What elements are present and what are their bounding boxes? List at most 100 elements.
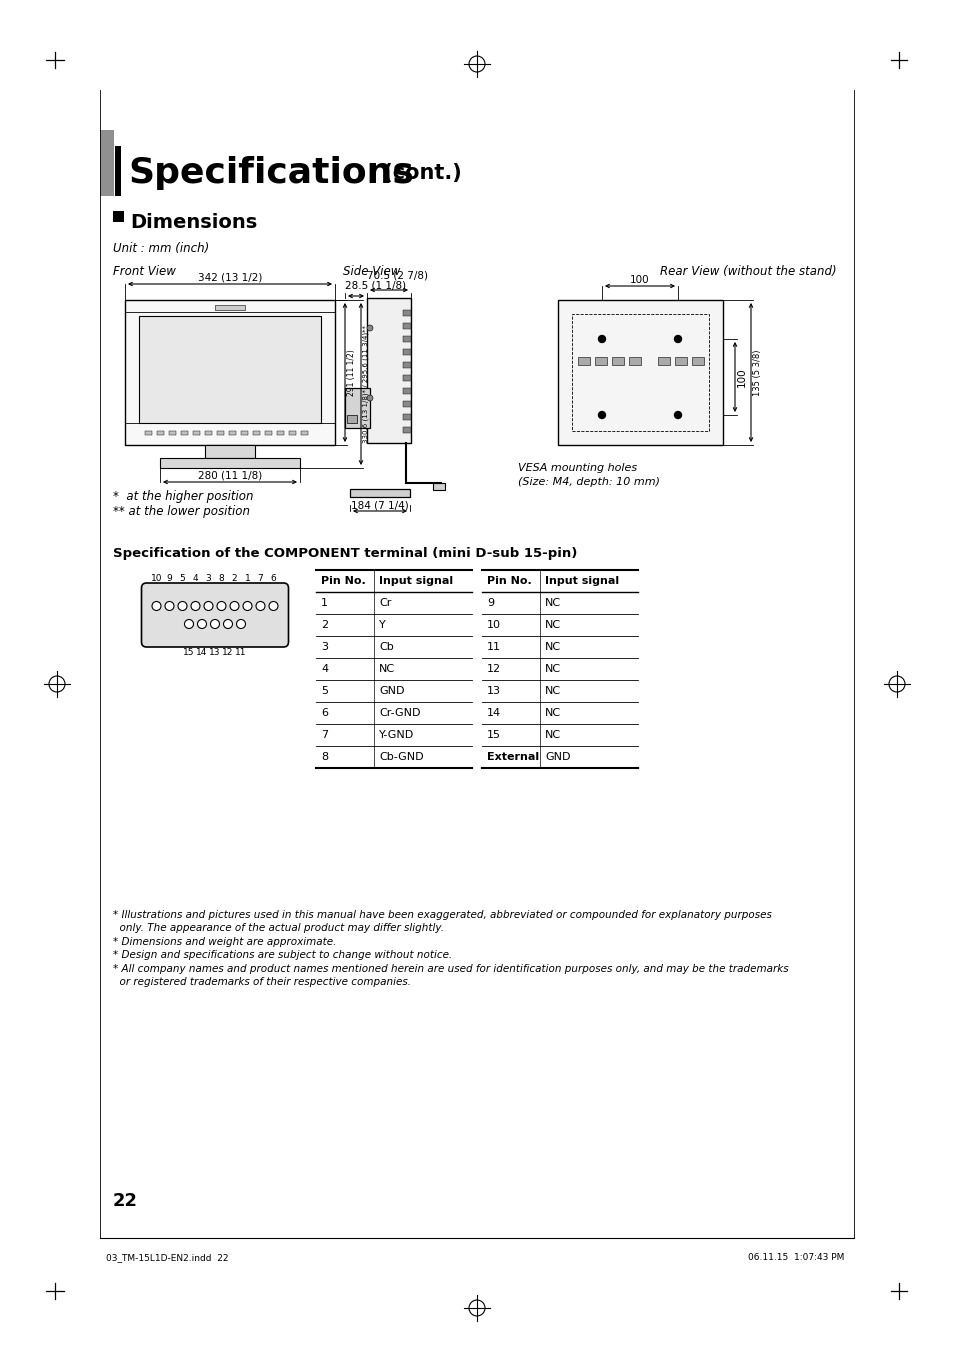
Bar — [112, 211, 124, 222]
Bar — [115, 146, 121, 196]
Bar — [241, 431, 248, 435]
Circle shape — [223, 620, 233, 628]
Text: 3: 3 — [320, 642, 328, 653]
Text: 5: 5 — [320, 686, 328, 696]
Text: 7: 7 — [257, 574, 263, 584]
Bar — [402, 376, 411, 381]
Text: 15: 15 — [183, 648, 194, 657]
Circle shape — [598, 412, 605, 419]
Bar — [628, 357, 640, 365]
Text: Dimensions: Dimensions — [130, 213, 257, 232]
Text: 135 (5 3/8): 135 (5 3/8) — [752, 350, 761, 396]
Text: Side View: Side View — [343, 265, 400, 278]
Text: 8: 8 — [320, 753, 328, 762]
Bar — [612, 357, 623, 365]
Text: Cr-GND: Cr-GND — [378, 708, 420, 717]
Text: 100: 100 — [630, 276, 649, 285]
Text: Y-GND: Y-GND — [378, 730, 414, 740]
Text: 184 (7 1/4): 184 (7 1/4) — [351, 500, 409, 509]
Circle shape — [191, 601, 200, 611]
Text: 4: 4 — [193, 574, 198, 584]
Text: 10: 10 — [151, 574, 162, 584]
Text: only. The appearance of the actual product may differ slightly.: only. The appearance of the actual produ… — [112, 923, 443, 934]
Circle shape — [255, 601, 265, 611]
Text: * Dimensions and weight are approximate.: * Dimensions and weight are approximate. — [112, 938, 336, 947]
Text: Specifications: Specifications — [128, 155, 414, 190]
Text: 280 (11 1/8): 280 (11 1/8) — [197, 471, 262, 481]
Text: 7: 7 — [320, 730, 328, 740]
Bar — [433, 484, 444, 490]
Text: 03_TM-15L1D-EN2.indd  22: 03_TM-15L1D-EN2.indd 22 — [106, 1252, 229, 1262]
Text: 100: 100 — [737, 367, 746, 386]
Text: Cr: Cr — [378, 598, 391, 608]
Text: * Illustrations and pictures used in this manual have been exaggerated, abbrevia: * Illustrations and pictures used in thi… — [112, 911, 771, 920]
Text: VESA mounting holes: VESA mounting holes — [517, 463, 637, 473]
Text: (Size: M4, depth: 10 mm): (Size: M4, depth: 10 mm) — [517, 477, 659, 486]
Bar — [214, 305, 245, 309]
Text: 330.6 (13 1/8)* / 295.6 (11 3/4)**: 330.6 (13 1/8)* / 295.6 (11 3/4)** — [363, 326, 369, 443]
Text: 06.11.15  1:07:43 PM: 06.11.15 1:07:43 PM — [747, 1252, 843, 1262]
Bar — [160, 458, 299, 467]
Bar — [205, 431, 212, 435]
Text: Unit : mm (inch): Unit : mm (inch) — [112, 242, 209, 255]
Bar — [367, 299, 411, 443]
Text: 4: 4 — [320, 663, 328, 674]
Bar — [558, 300, 722, 444]
Text: 14: 14 — [196, 648, 208, 657]
Circle shape — [674, 412, 680, 419]
Text: External: External — [486, 753, 538, 762]
Circle shape — [674, 335, 680, 343]
Circle shape — [598, 335, 605, 343]
Text: NC: NC — [544, 620, 560, 630]
Text: Pin No.: Pin No. — [486, 576, 531, 586]
Text: Rear View (without the stand): Rear View (without the stand) — [659, 265, 836, 278]
Bar — [578, 357, 589, 365]
Circle shape — [165, 601, 173, 611]
Text: 70.5 (2 7/8): 70.5 (2 7/8) — [367, 270, 428, 280]
Bar — [301, 431, 308, 435]
Circle shape — [243, 601, 252, 611]
Text: 1: 1 — [320, 598, 328, 608]
Text: 12: 12 — [222, 648, 233, 657]
Circle shape — [230, 601, 239, 611]
Text: GND: GND — [544, 753, 570, 762]
Text: 1: 1 — [244, 574, 250, 584]
Bar — [139, 316, 320, 423]
Circle shape — [178, 601, 187, 611]
Bar — [675, 357, 686, 365]
Circle shape — [367, 394, 373, 401]
Text: NC: NC — [544, 598, 560, 608]
Bar — [100, 130, 113, 196]
Text: 11: 11 — [486, 642, 500, 653]
Bar — [402, 413, 411, 420]
Bar — [345, 388, 370, 428]
Text: 10: 10 — [486, 620, 500, 630]
Text: NC: NC — [544, 642, 560, 653]
Bar — [276, 431, 284, 435]
Bar — [691, 357, 703, 365]
Text: Specification of the COMPONENT terminal (mini D-sub 15-pin): Specification of the COMPONENT terminal … — [112, 547, 577, 561]
Text: ** at the lower position: ** at the lower position — [112, 505, 250, 517]
Text: 2: 2 — [320, 620, 328, 630]
Bar — [181, 431, 188, 435]
Text: Front View: Front View — [112, 265, 175, 278]
Text: Cb: Cb — [378, 642, 394, 653]
Bar — [216, 431, 224, 435]
Text: 28.5 (1 1/8): 28.5 (1 1/8) — [345, 281, 406, 290]
Bar — [402, 309, 411, 316]
Circle shape — [152, 601, 161, 611]
Bar — [402, 427, 411, 434]
Bar — [402, 401, 411, 407]
Text: 342 (13 1/2): 342 (13 1/2) — [197, 273, 262, 282]
Bar — [145, 431, 152, 435]
Bar — [125, 300, 335, 444]
Bar — [265, 431, 272, 435]
Text: 6: 6 — [271, 574, 276, 584]
Circle shape — [236, 620, 245, 628]
Bar — [229, 431, 235, 435]
Text: GND: GND — [378, 686, 404, 696]
Text: NC: NC — [544, 686, 560, 696]
Text: Y: Y — [378, 620, 385, 630]
Bar — [347, 415, 356, 423]
Bar — [658, 357, 669, 365]
